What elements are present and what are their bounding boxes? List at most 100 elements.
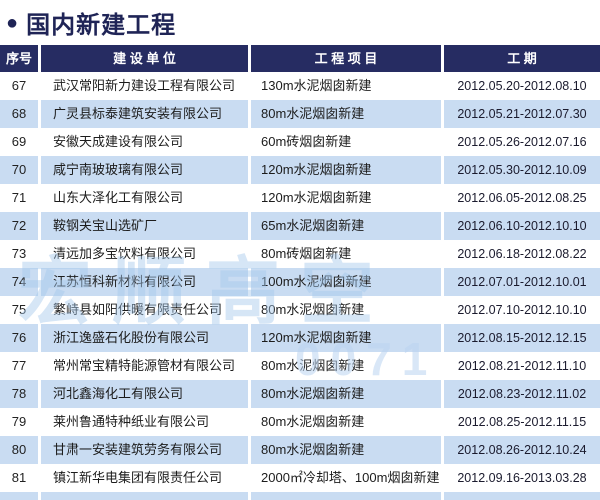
cell-no: 67 bbox=[0, 72, 38, 100]
cell-project: 80m水泥烟囱新建 bbox=[251, 436, 441, 464]
table-body: 67 武汉常阳新力建设工程有限公司 130m水泥烟囱新建 2012.05.20-201… bbox=[0, 72, 600, 492]
table-row: 68 广灵县标泰建筑安装有限公司 80m水泥烟囱新建 2012.05.21-2012.… bbox=[0, 100, 600, 128]
cell-company: 清远加多宝饮料有限公司 bbox=[41, 240, 248, 268]
column-gap bbox=[248, 240, 251, 268]
table-row: 70 咸宁南玻玻璃有限公司 120m水泥烟囱新建 2012.05.30-2012.10… bbox=[0, 156, 600, 184]
cell-no: 74 bbox=[0, 268, 38, 296]
column-gap bbox=[248, 45, 251, 72]
cell-project: 120m水泥烟囱新建 bbox=[251, 156, 441, 184]
cell-project: 120m水泥烟囱新建 bbox=[251, 184, 441, 212]
cell-project: 2000㎡冷却塔、100m烟囱新建 bbox=[251, 464, 441, 492]
column-gap bbox=[248, 128, 251, 156]
cell-company: 广灵县标泰建筑安装有限公司 bbox=[41, 100, 248, 128]
column-gap bbox=[248, 268, 251, 296]
cell-company: 武汉常阳新力建设工程有限公司 bbox=[41, 72, 248, 100]
projects-table: 序号 建 设 单 位 工 程 项 目 工 期 67 武汉常阳新力建设工程有限公司 1… bbox=[0, 45, 600, 500]
column-gap bbox=[441, 240, 444, 268]
bullet-icon: ● bbox=[6, 11, 19, 34]
partial-cell bbox=[251, 492, 441, 500]
column-gap bbox=[248, 296, 251, 324]
column-gap bbox=[38, 184, 41, 212]
column-gap bbox=[38, 128, 41, 156]
column-gap bbox=[441, 352, 444, 380]
column-gap bbox=[38, 380, 41, 408]
table-row: 76 浙江逸盛石化股份有限公司 120m水泥烟囱新建 2012.08.15-2012.… bbox=[0, 324, 600, 352]
column-gap bbox=[38, 296, 41, 324]
cell-project: 80m水泥烟囱新建 bbox=[251, 408, 441, 436]
cell-no: 70 bbox=[0, 156, 38, 184]
cell-period: 2012.05.30-2012.10.09 bbox=[444, 156, 600, 184]
column-gap bbox=[38, 464, 41, 492]
cell-no: 77 bbox=[0, 352, 38, 380]
cell-company: 繁峙县如阳供暖有限责任公司 bbox=[41, 296, 248, 324]
cell-project: 80m水泥烟囱新建 bbox=[251, 296, 441, 324]
partial-cell bbox=[41, 492, 248, 500]
cell-company: 常州常宝精特能源管材有限公司 bbox=[41, 352, 248, 380]
cell-project: 60m砖烟囱新建 bbox=[251, 128, 441, 156]
cell-company: 河北鑫海化工有限公司 bbox=[41, 380, 248, 408]
cell-period: 2012.06.10-2012.10.10 bbox=[444, 212, 600, 240]
column-gap bbox=[38, 268, 41, 296]
table-header-row: 序号 建 设 单 位 工 程 项 目 工 期 bbox=[0, 45, 600, 72]
cell-company: 莱州鲁通特种纸业有限公司 bbox=[41, 408, 248, 436]
cell-no: 81 bbox=[0, 464, 38, 492]
column-gap bbox=[248, 492, 251, 500]
cell-period: 2012.07.01-2012.10.01 bbox=[444, 268, 600, 296]
column-gap bbox=[38, 352, 41, 380]
column-gap bbox=[248, 156, 251, 184]
table-row: 77 常州常宝精特能源管材有限公司 80m水泥烟囱新建 2012.08.21-2012… bbox=[0, 352, 600, 380]
column-gap bbox=[248, 380, 251, 408]
cell-no: 72 bbox=[0, 212, 38, 240]
cell-period: 2012.06.18-2012.08.22 bbox=[444, 240, 600, 268]
table-row: 72 鞍钢关宝山选矿厂 65m水泥烟囱新建 2012.06.10-2012.10.10 bbox=[0, 212, 600, 240]
cell-period: 2012.08.21-2012.11.10 bbox=[444, 352, 600, 380]
cell-project: 80m水泥烟囱新建 bbox=[251, 100, 441, 128]
column-gap bbox=[38, 100, 41, 128]
column-gap bbox=[441, 492, 444, 500]
cell-no: 73 bbox=[0, 240, 38, 268]
column-gap bbox=[38, 45, 41, 72]
column-gap bbox=[38, 212, 41, 240]
column-gap bbox=[441, 380, 444, 408]
cell-no: 78 bbox=[0, 380, 38, 408]
cell-period: 2012.05.20-2012.08.10 bbox=[444, 72, 600, 100]
cell-period: 2012.08.26-2012.10.24 bbox=[444, 436, 600, 464]
cell-period: 2012.05.21-2012.07.30 bbox=[444, 100, 600, 128]
page-title: 国内新建工程 bbox=[26, 12, 177, 39]
cell-company: 镇江新华电集团有限责任公司 bbox=[41, 464, 248, 492]
cell-project: 80m水泥烟囱新建 bbox=[251, 380, 441, 408]
cell-company: 鞍钢关宝山选矿厂 bbox=[41, 212, 248, 240]
cell-no: 75 bbox=[0, 296, 38, 324]
cell-project: 80m水泥烟囱新建 bbox=[251, 352, 441, 380]
table-row: 73 清远加多宝饮料有限公司 80m砖烟囱新建 2012.06.18-2012.08.… bbox=[0, 240, 600, 268]
column-gap bbox=[441, 156, 444, 184]
column-gap bbox=[441, 436, 444, 464]
column-gap bbox=[248, 184, 251, 212]
cell-period: 2012.06.05-2012.08.25 bbox=[444, 184, 600, 212]
column-gap bbox=[248, 212, 251, 240]
cell-project: 80m砖烟囱新建 bbox=[251, 240, 441, 268]
column-gap bbox=[38, 492, 41, 500]
cell-period: 2012.08.23-2012.11.02 bbox=[444, 380, 600, 408]
cell-no: 69 bbox=[0, 128, 38, 156]
column-gap bbox=[38, 324, 41, 352]
cell-project: 120m水泥烟囱新建 bbox=[251, 324, 441, 352]
cell-project: 130m水泥烟囱新建 bbox=[251, 72, 441, 100]
column-gap bbox=[248, 408, 251, 436]
column-gap bbox=[441, 100, 444, 128]
column-gap bbox=[38, 436, 41, 464]
table-row: 71 山东大泽化工有限公司 120m水泥烟囱新建 2012.06.05-2012.08… bbox=[0, 184, 600, 212]
cell-no: 79 bbox=[0, 408, 38, 436]
table-row: 79 莱州鲁通特种纸业有限公司 80m水泥烟囱新建 2012.08.25-2012.1… bbox=[0, 408, 600, 436]
column-gap bbox=[248, 72, 251, 100]
cell-period: 2012.05.26-2012.07.16 bbox=[444, 128, 600, 156]
header-project: 工 程 项 目 bbox=[251, 45, 441, 72]
column-gap bbox=[248, 436, 251, 464]
column-gap bbox=[441, 408, 444, 436]
cell-period: 2012.08.25-2012.11.15 bbox=[444, 408, 600, 436]
table-row: 74 江苏恒科新材料有限公司 100m水泥烟囱新建 2012.07.01-2012.1… bbox=[0, 268, 600, 296]
table-row: 75 繁峙县如阳供暖有限责任公司 80m水泥烟囱新建 2012.07.10-2012.… bbox=[0, 296, 600, 324]
column-gap bbox=[38, 156, 41, 184]
header-period: 工 期 bbox=[444, 45, 600, 72]
